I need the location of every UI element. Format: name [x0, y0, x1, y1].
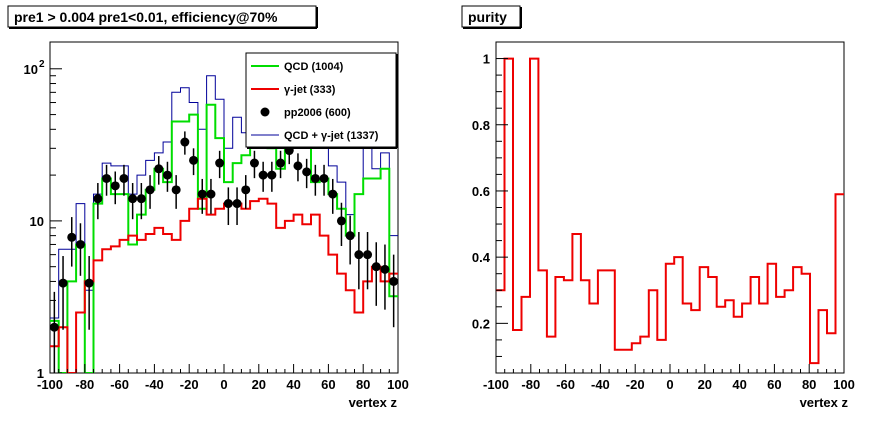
left-point	[293, 161, 303, 171]
left-panel: pre1 > 0.004 pre1<0.01, efficiency@70% -…	[7, 5, 409, 410]
legend-label-qcd: QCD (1004)	[284, 61, 344, 73]
right-panel: purity -100 -80 -60 -40 -20 0 20 40 60 80 100 0.2 0.…	[461, 5, 855, 410]
left-point	[154, 164, 164, 174]
left-point	[93, 194, 103, 204]
left-series-gjet	[50, 197, 398, 373]
left-point	[189, 155, 199, 165]
left-point	[206, 189, 216, 199]
legend-label-pp2006: pp2006 (600)	[284, 107, 351, 119]
legend-label-sum: QCD + γ-jet (1337)	[284, 130, 379, 142]
left-point	[319, 173, 329, 183]
left-point	[354, 250, 364, 260]
left-point	[162, 170, 172, 180]
right-xlabel: vertex z	[800, 395, 849, 410]
left-xtick-label: -80	[75, 377, 94, 392]
left-xtick-label: 60	[321, 377, 335, 392]
left-xlabel: vertex z	[349, 395, 398, 410]
right-xtick-label: 20	[698, 377, 712, 392]
left-xtick-label: -20	[180, 377, 199, 392]
right-ytick-label: 1	[483, 52, 490, 67]
left-point	[276, 158, 286, 168]
left-ytick-exponent: 2	[39, 59, 45, 70]
left-points-layer	[49, 131, 399, 373]
left-point	[215, 158, 225, 168]
right-xtick-label: -20	[626, 377, 645, 392]
left-point	[119, 173, 129, 183]
left-point	[267, 170, 277, 180]
left-title: pre1 > 0.004 pre1<0.01, efficiency@70%	[14, 9, 278, 25]
left-ytick-label: 10	[30, 214, 44, 229]
left-point	[128, 194, 138, 204]
legend-marker-pp2006	[260, 107, 270, 117]
left-point	[58, 278, 68, 288]
right-xtick-label: 0	[666, 377, 673, 392]
right-xtick-label: -60	[556, 377, 575, 392]
left-point	[49, 322, 59, 332]
right-ytick-label: 0.6	[472, 184, 490, 199]
right-ytick-label: 0.8	[472, 118, 490, 133]
right-series-purity	[496, 57, 844, 365]
right-xtick-label: -100	[483, 377, 509, 392]
left-ytick-label: 1	[37, 366, 44, 381]
right-xtick-label: -80	[521, 377, 540, 392]
left-point	[380, 264, 390, 274]
right-plot-frame	[495, 41, 845, 374]
legend-box	[245, 52, 397, 148]
left-point	[363, 250, 373, 260]
left-xtick-label: 0	[220, 377, 227, 392]
left-point	[84, 278, 94, 288]
left-xtick-label: -60	[110, 377, 129, 392]
right-xtick-label: 80	[802, 377, 816, 392]
right-ytick-label: 0.2	[472, 316, 490, 331]
right-xtick-label: 100	[833, 377, 855, 392]
left-point	[345, 231, 355, 241]
left-point	[258, 170, 268, 180]
right-ytick-label: 0.4	[472, 250, 491, 265]
left-point	[328, 189, 338, 199]
left-series-qcd-plus-gjet	[50, 75, 398, 319]
left-point	[232, 199, 242, 209]
left-point	[110, 181, 120, 191]
left-point	[75, 239, 85, 249]
right-ticks-layer: -100 -80 -60 -40 -20 0 20 40 60 80 100 0.2 0.4 0.6 0.8…	[472, 52, 855, 392]
left-point	[102, 173, 112, 183]
right-xtick-label: -40	[591, 377, 610, 392]
right-xtick-label: 60	[767, 377, 781, 392]
right-series-layer	[496, 57, 844, 365]
left-xtick-label: -100	[37, 377, 63, 392]
left-point	[197, 189, 207, 199]
legend-label-gjet: γ-jet (333)	[284, 84, 336, 96]
left-xtick-label: 40	[286, 377, 300, 392]
left-point	[310, 173, 320, 183]
right-xtick-label: 40	[732, 377, 746, 392]
right-title: purity	[468, 9, 507, 25]
left-point	[302, 167, 312, 177]
left-point	[389, 276, 399, 286]
left-xtick-label: 80	[356, 377, 370, 392]
left-point	[241, 185, 251, 195]
left-xtick-label: -40	[145, 377, 164, 392]
left-ytick-label: 10	[24, 62, 38, 77]
left-point	[180, 137, 190, 147]
left-point	[249, 158, 259, 168]
left-xtick-label: 20	[252, 377, 266, 392]
left-point	[67, 232, 77, 242]
left-point	[223, 199, 233, 209]
left-point	[336, 216, 346, 226]
left-point	[136, 194, 146, 204]
left-point	[145, 185, 155, 195]
left-legend: QCD (1004) γ-jet (333) pp2006 (600) QCD …	[245, 52, 398, 149]
left-xtick-label: 100	[387, 377, 409, 392]
left-point	[171, 185, 181, 195]
left-point	[371, 262, 381, 272]
